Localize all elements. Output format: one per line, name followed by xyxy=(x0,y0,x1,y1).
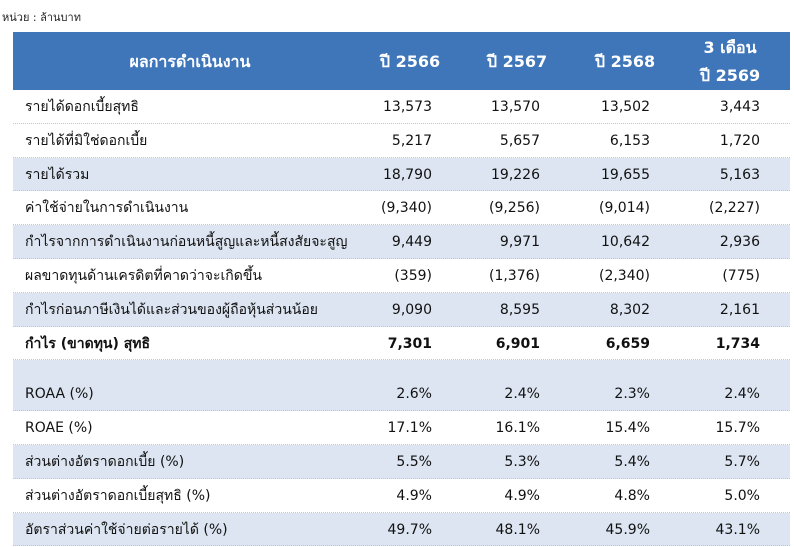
row-value: 3,443 xyxy=(719,99,760,115)
row-value: 19,226 xyxy=(491,166,540,183)
row-value: 13,573 xyxy=(383,99,432,115)
table-row xyxy=(13,411,790,445)
row-value: 15.4% xyxy=(605,420,650,437)
row-value: 48.1% xyxy=(495,521,540,538)
row-value: (359) xyxy=(394,268,432,284)
table-row xyxy=(13,327,790,361)
row-value: 5,657 xyxy=(499,132,540,149)
row-label: รายได้รวม xyxy=(25,166,90,183)
row-value: 1,720 xyxy=(719,132,760,149)
row-value: 10,642 xyxy=(601,234,650,251)
table-row xyxy=(13,225,790,259)
row-label: กำไรจากการดำเนินงานก่อนหนี้สูญและหนี้สงส… xyxy=(25,234,348,251)
table-row xyxy=(13,90,790,124)
row-value: 5.0% xyxy=(724,487,760,504)
row-value: 8,595 xyxy=(499,301,540,318)
row-value: 2.4% xyxy=(724,386,760,403)
row-value: 15.7% xyxy=(715,420,760,437)
row-value: 5,163 xyxy=(719,166,760,183)
row-value: 9,971 xyxy=(499,234,540,251)
row-label: รายได้ดอกเบี้ยสุทธิ xyxy=(25,99,139,115)
row-value: 2.6% xyxy=(396,386,432,403)
row-label: กำไรก่อนภาษีเงินได้และส่วนของผู้ถือหุ้นส… xyxy=(25,301,318,318)
row-label: ส่วนต่างอัตราดอกเบี้ยสุทธิ (%) xyxy=(25,487,211,504)
header-column: ปี 2568 xyxy=(594,52,656,71)
row-label: อัตราส่วนค่าใช้จ่ายต่อรายได้ (%) xyxy=(25,521,228,538)
spacer-row xyxy=(13,360,790,379)
header-title: ผลการดำเนินงาน xyxy=(129,52,251,71)
row-value: (9,340) xyxy=(380,200,432,217)
row-label: ส่วนต่างอัตราดอกเบี้ย (%) xyxy=(25,454,185,470)
row-value: 4.9% xyxy=(504,487,540,504)
row-label: ROAE (%) xyxy=(25,420,93,437)
row-value: (1,376) xyxy=(488,268,540,284)
row-value: 13,502 xyxy=(601,99,650,115)
row-value: (775) xyxy=(722,268,760,284)
row-value: 7,301 xyxy=(387,335,432,352)
row-value: 2,161 xyxy=(719,301,760,318)
row-label: กำไร (ขาดทุน) สุทธิ xyxy=(25,335,151,352)
table-row xyxy=(13,124,790,158)
unit-note: หน่วย : ล้านบาท xyxy=(2,11,81,24)
row-value: 49.7% xyxy=(387,521,432,538)
table-row xyxy=(13,512,790,547)
row-value: (2,227) xyxy=(708,200,760,217)
row-value: (2,340) xyxy=(598,268,650,284)
table-row xyxy=(13,157,790,192)
row-value: 9,449 xyxy=(391,234,432,251)
row-value: 5.7% xyxy=(724,454,760,470)
row-value: 6,901 xyxy=(495,335,540,352)
table-row xyxy=(13,292,790,327)
row-value: 5.5% xyxy=(396,454,432,470)
table-row xyxy=(13,479,790,513)
row-value: 2,936 xyxy=(719,234,760,251)
row-value: 43.1% xyxy=(715,521,760,538)
row-value: 6,659 xyxy=(605,335,650,352)
table-row xyxy=(13,259,790,293)
row-value: 19,655 xyxy=(601,166,650,183)
row-value: 5.4% xyxy=(614,454,650,470)
row-value: 9,090 xyxy=(391,301,432,318)
row-value: 45.9% xyxy=(605,521,650,538)
table-row xyxy=(13,377,790,412)
row-value: 2.3% xyxy=(614,386,650,403)
row-value: 16.1% xyxy=(495,420,540,437)
table-header xyxy=(13,32,790,90)
row-label: ค่าใช้จ่ายในการดำเนินงาน xyxy=(25,200,189,217)
row-value: 18,790 xyxy=(383,166,432,183)
header-column: ปี 2566 xyxy=(379,52,441,71)
row-value: 1,734 xyxy=(715,335,760,352)
row-value: (9,256) xyxy=(488,200,540,217)
row-value: 13,570 xyxy=(491,99,540,115)
row-value: 4.8% xyxy=(614,487,650,504)
row-label: ROAA (%) xyxy=(25,386,94,403)
header-column: ปี 2569 xyxy=(699,66,761,85)
table-row xyxy=(13,445,790,479)
row-value: 2.4% xyxy=(504,386,540,403)
row-value: 8,302 xyxy=(609,301,650,318)
row-label: ผลขาดทุนด้านเครดิตที่คาดว่าจะเกิดขึ้น xyxy=(25,268,262,284)
row-value: 5.3% xyxy=(504,454,540,470)
header-column: 3 เดือน xyxy=(703,38,757,57)
row-value: (9,014) xyxy=(598,200,650,217)
row-label: รายได้ที่มิใช่ดอกเบี้ย xyxy=(25,132,148,149)
row-value: 17.1% xyxy=(387,420,432,437)
row-value: 5,217 xyxy=(391,132,432,149)
table-row xyxy=(13,191,790,226)
row-value: 4.9% xyxy=(396,487,432,504)
row-value: 6,153 xyxy=(609,132,650,149)
header-column: ปี 2567 xyxy=(486,52,548,71)
